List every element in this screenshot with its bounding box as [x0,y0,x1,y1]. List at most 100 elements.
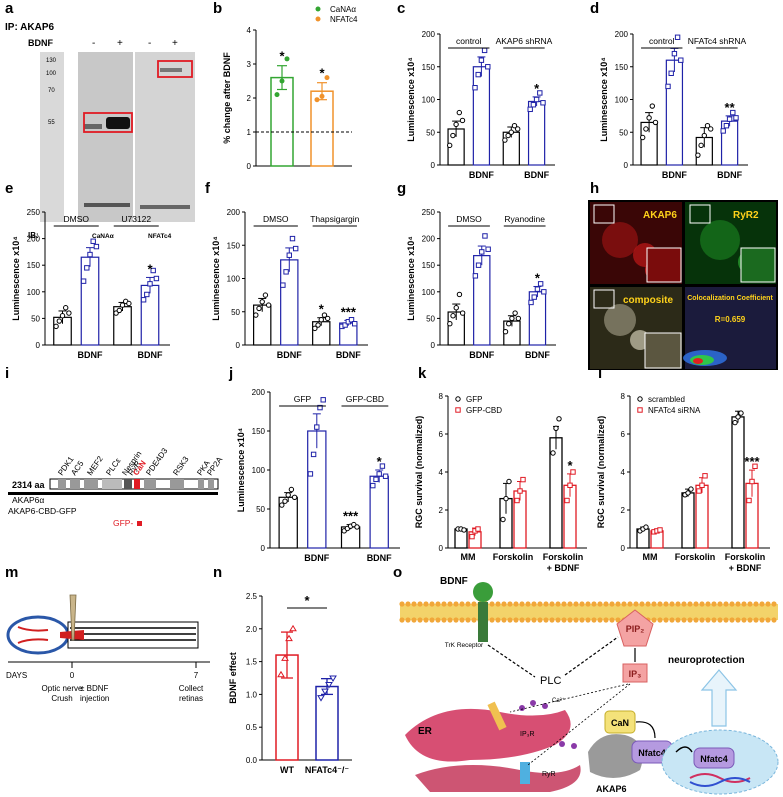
group-label: AKAP6 shRNA [496,36,553,46]
data-point [540,100,546,106]
bar [695,484,709,549]
data-point [289,235,296,242]
lipid-head [429,617,435,623]
y-tick-label: 50 [231,308,240,317]
membrane [400,604,778,620]
cbd-fragment [137,521,142,526]
bdnf-label: BDNF [440,576,468,587]
lipid-head [717,601,723,607]
data-point [550,450,556,456]
panel-e-chart: 0 50 100 150 200 250 Luminescence x10⁴ * DMSO BDN… [11,208,170,360]
data-point [320,397,326,403]
y-tick-label: 0 [431,161,436,170]
panel-letter-g: g [397,180,406,197]
calcium-ion [519,705,525,711]
lipid-head [543,601,549,607]
lipid-head [513,601,519,607]
lane-sign-3: - [148,38,151,49]
lipid-head [705,601,711,607]
forceps-icon [69,594,77,641]
data-point [640,134,646,141]
event-injection-text: ± BDNF injection [80,684,110,703]
x-category-label: BDNF [717,170,742,180]
can-label: CaN [611,718,629,728]
panel-m-timeline: DAYS 0 7 Optic nerve Crush ± BDNF inject… [6,594,210,703]
data-point [317,404,323,411]
retina-vessel [17,638,49,644]
lipid-head [729,601,735,607]
trk-label-box: TrK Receptor [445,642,483,649]
data-point [450,313,456,319]
panel-n-chart: 0.0 0.5 1.0 1.5 2.0 2.5 BDNF effect WT NFATc4⁻/⁻… [228,592,352,775]
data-point [500,516,506,523]
length-label: 2314 aa [12,480,46,490]
data-point [116,307,123,314]
data-point [352,321,358,327]
panel-letter-l: l [598,365,602,382]
band [84,124,102,129]
legend-marker [455,407,461,413]
panel-k-chart: 0 2 4 6 8 RGC survival (normalized) * MM Forskol… [414,392,587,573]
data-point [87,251,93,258]
neuroprotection-label: neuroprotection [668,655,745,666]
data-point [685,490,691,496]
data-point [277,670,285,678]
group-label: Ryanodine [504,214,545,224]
data-point [537,281,544,287]
data-point [479,249,485,255]
lipid-head [591,617,597,623]
band [106,117,130,129]
data-point [286,252,292,258]
lipid-head [531,601,537,607]
lipid-head [519,617,525,623]
lipid-head [513,617,519,623]
band [140,205,190,209]
y-tick-label: 150 [252,427,266,436]
data-point [456,291,463,298]
lipid-head [609,601,615,607]
roi-box [689,204,711,224]
highlight-box [157,60,193,78]
x-category-label: Forskolin [675,552,716,562]
data-point [475,71,481,78]
data-point [282,498,288,504]
y-tick-label: 200 [422,30,436,39]
y-tick-label: 4 [439,468,444,477]
group-label: GFP-CBD [346,394,384,404]
data-point [735,414,741,420]
y-tick-label: 0 [431,341,436,350]
lipid-head [645,601,651,607]
lipid-head [675,617,681,623]
data-point [738,410,744,416]
data-point [668,70,674,76]
data-point [265,302,272,308]
data-point [732,419,738,426]
data-point [733,115,739,121]
lipid-head [441,617,447,623]
data-point [325,682,333,689]
ib-target-nfatc4: NFATc4 [148,233,172,240]
lipid-head [561,601,567,607]
x-category-label: BDNF [367,553,392,563]
data-point [285,634,293,642]
lipid-head [567,601,573,607]
y-tick-label: 0 [261,544,266,553]
data-point [671,50,678,57]
lipid-head [651,601,657,607]
lipid-head [717,617,723,623]
legend-label: GFP [466,395,482,404]
legend-label: scrambled [648,395,685,404]
x-category-label: BDNF [304,553,329,563]
significance-marker: *** [744,454,760,469]
data-point [696,488,702,494]
data-point [315,322,321,328]
data-point [459,117,466,124]
data-point [475,526,481,532]
lipid-head [747,601,753,607]
x-category-label: BDNF [469,170,494,180]
data-point [80,278,87,284]
lipid-head [741,601,747,607]
y-tick-label: 50 [256,505,265,514]
y-tick-label: 50 [31,314,40,323]
